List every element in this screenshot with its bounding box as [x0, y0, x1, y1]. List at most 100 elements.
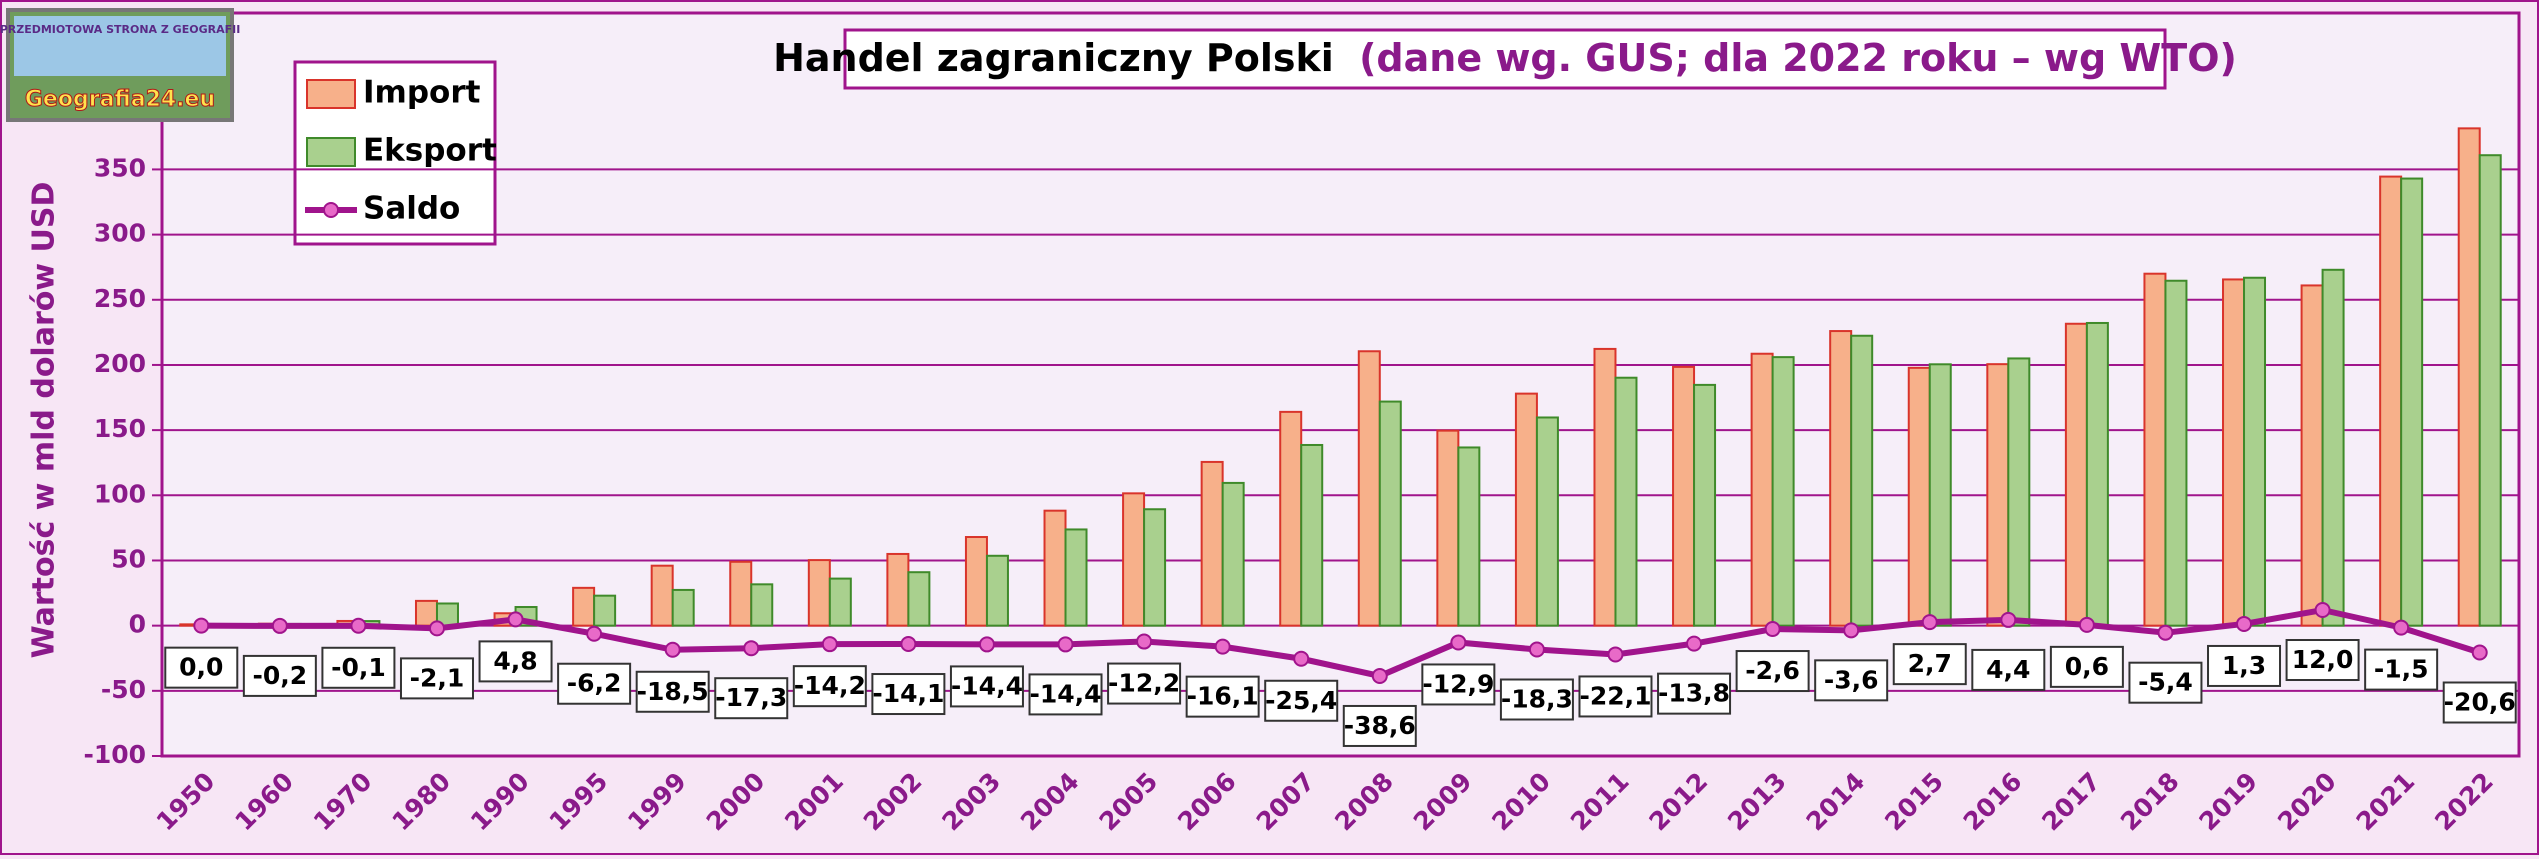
data-label-text: -0,2: [253, 661, 308, 690]
marker: [1687, 637, 1701, 651]
bar: [809, 560, 830, 626]
data-label-text: -20,6: [2444, 688, 2516, 717]
data-label: -22,1: [1579, 676, 1651, 716]
data-label-text: -12,9: [1422, 669, 1494, 698]
marker: [1451, 635, 1465, 649]
marker: [351, 619, 365, 633]
y-tick-label: -100: [83, 740, 146, 769]
data-label-text: -14,1: [872, 679, 944, 708]
marker: [509, 612, 523, 626]
data-label: -12,2: [1108, 664, 1180, 704]
data-label-text: 1,3: [2222, 651, 2266, 680]
bar: [2323, 270, 2344, 626]
bar: [1202, 462, 1223, 626]
bar: [1359, 351, 1380, 625]
marker: [2080, 618, 2094, 632]
bar: [1773, 357, 1794, 626]
bar: [1930, 364, 1951, 625]
bar: [1280, 412, 1301, 626]
bar: [1458, 447, 1479, 625]
bar: [2401, 179, 2422, 626]
marker: [1766, 622, 1780, 636]
bar: [1144, 509, 1165, 625]
bar: [908, 572, 929, 625]
title-main: Handel zagraniczny Polski: [773, 36, 1334, 80]
bar: [1516, 394, 1537, 626]
data-label: -2,1: [401, 658, 473, 698]
data-label-text: -5,4: [2138, 668, 2193, 697]
marker: [1844, 623, 1858, 637]
data-label-text: 12,0: [2292, 645, 2354, 674]
data-label-text: -17,3: [715, 683, 787, 712]
marker: [587, 627, 601, 641]
bar: [1830, 331, 1851, 626]
data-label-text: -25,4: [1265, 686, 1337, 715]
data-label: -6,2: [558, 664, 630, 704]
data-label-text: -1,5: [2374, 655, 2429, 684]
marker: [1608, 647, 1622, 661]
data-label-text: 4,8: [493, 646, 537, 675]
data-label: -12,9: [1422, 664, 1494, 704]
legend-label: Import: [363, 75, 481, 111]
data-label-text: -16,1: [1187, 682, 1259, 711]
title-box: Handel zagraniczny Polski (dane wg. GUS;…: [773, 30, 2237, 88]
marker: [2158, 626, 2172, 640]
data-label: -0,1: [322, 648, 394, 688]
legend-swatch: [307, 80, 355, 108]
title: Handel zagraniczny Polski (dane wg. GUS;…: [773, 36, 2237, 80]
bar: [2087, 323, 2108, 626]
bar: [2165, 281, 2186, 626]
bar: [1987, 364, 2008, 625]
marker: [2394, 621, 2408, 635]
bar: [987, 556, 1008, 626]
logo-text: Geografia24.eu: [25, 87, 215, 112]
bar: [1673, 367, 1694, 626]
y-tick-label: 250: [94, 284, 146, 313]
marker: [2001, 613, 2015, 627]
y-tick-label: 200: [94, 349, 146, 378]
marker: [1923, 615, 1937, 629]
bar: [2380, 177, 2401, 626]
marker: [744, 641, 758, 655]
legend-label: Saldo: [363, 191, 460, 227]
marker: [2316, 603, 2330, 617]
bar: [1851, 336, 1872, 626]
data-label-text: -38,6: [1344, 711, 1416, 740]
data-label-text: -2,1: [410, 663, 465, 692]
bar: [1223, 483, 1244, 626]
legend-label: Eksport: [363, 133, 497, 169]
data-label: -16,1: [1187, 677, 1259, 717]
marker: [1294, 652, 1308, 666]
marker: [980, 637, 994, 651]
data-label-text: 4,4: [1986, 655, 2030, 684]
marker: [194, 619, 208, 633]
data-label-text: -22,1: [1579, 681, 1651, 710]
data-label: 4,8: [480, 641, 552, 681]
bar: [2480, 155, 2501, 625]
data-label-text: 0,0: [179, 653, 223, 682]
data-label-text: -0,1: [331, 653, 386, 682]
y-tick-label: 100: [94, 479, 146, 508]
marker: [2473, 646, 2487, 660]
bar: [1380, 402, 1401, 626]
y-tick-label: 50: [111, 544, 146, 573]
bar: [730, 562, 751, 626]
data-label: -14,4: [951, 666, 1023, 706]
data-label: -2,6: [1737, 651, 1809, 691]
data-label-text: -14,4: [1029, 679, 1101, 708]
chart: PRZEDMIOTOWA STRONA Z GEOGRAFII Geografi…: [0, 0, 2539, 855]
data-label-text: -12,2: [1108, 669, 1180, 698]
data-label: 2,7: [1894, 644, 1966, 684]
y-tick-label: 150: [94, 414, 146, 443]
data-label-text: -13,8: [1658, 679, 1730, 708]
legend-swatch: [307, 138, 355, 166]
data-label-text: -6,2: [567, 669, 622, 698]
data-label-text: -2,6: [1745, 656, 1800, 685]
data-label: -38,6: [1344, 706, 1416, 746]
bar: [594, 596, 615, 626]
title-sub: (dane wg. GUS; dla 2022 roku – wg WTO): [1359, 36, 2237, 80]
bar: [2459, 128, 2480, 625]
marker: [1059, 637, 1073, 651]
bar: [1123, 493, 1144, 625]
data-label: -13,8: [1658, 674, 1730, 714]
